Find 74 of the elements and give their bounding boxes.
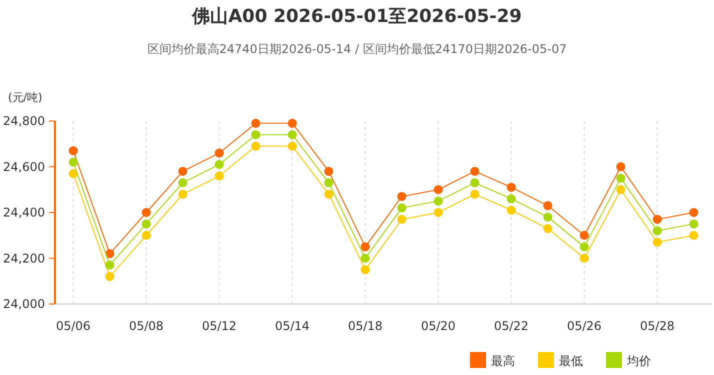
x-tick-label: 05/26 (566, 319, 602, 333)
point (434, 208, 443, 217)
x-tick-label: 05/22 (494, 319, 529, 333)
point (506, 182, 516, 192)
point (580, 230, 589, 240)
point (68, 158, 78, 167)
point (251, 142, 260, 151)
point (616, 162, 626, 172)
y-tick-label: 24,800 (3, 114, 45, 128)
point (397, 203, 406, 212)
point (616, 185, 626, 194)
x-tick-label: 05/14 (274, 319, 310, 333)
point (105, 272, 114, 282)
point (288, 118, 297, 128)
point (214, 148, 224, 158)
point (178, 178, 188, 188)
y-tick-label: 24,000 (3, 297, 45, 311)
point (689, 219, 698, 228)
point (251, 118, 260, 128)
point (543, 212, 552, 222)
point (68, 169, 78, 178)
point (506, 194, 516, 204)
point (652, 238, 662, 247)
point (470, 190, 480, 199)
point (68, 146, 78, 156)
y-axis-title: (元/吨) (8, 91, 42, 104)
point (251, 130, 260, 140)
legend-label: 最低 (559, 354, 583, 368)
point (360, 242, 370, 252)
x-tick-label: 05/08 (128, 319, 164, 333)
x-tick-label: 05/18 (348, 319, 383, 333)
point (580, 242, 589, 252)
point (397, 192, 406, 201)
point (470, 178, 480, 188)
point (142, 230, 151, 240)
point (652, 214, 662, 224)
point (288, 130, 297, 140)
point (470, 166, 480, 176)
point (214, 171, 224, 180)
point (178, 166, 188, 176)
legend-label: 最高 (491, 354, 515, 368)
point (105, 249, 114, 258)
point (288, 142, 297, 151)
point (105, 260, 114, 270)
point (616, 174, 626, 183)
point (324, 166, 334, 176)
point (689, 230, 698, 240)
point (142, 219, 151, 228)
x-tick-label: 05/28 (640, 319, 675, 333)
x-tick-label: 05/06 (56, 319, 91, 333)
legend-label: 均价 (626, 354, 651, 368)
point (142, 208, 151, 217)
point (580, 254, 589, 263)
point (360, 254, 370, 263)
y-tick-label: 24,400 (3, 206, 45, 220)
point (434, 196, 443, 206)
point (178, 190, 188, 199)
y-tick-label: 24,200 (3, 251, 45, 266)
point (543, 201, 552, 210)
chart-title: 佛山A00 2026-05-01至2026-05-29 (191, 6, 522, 27)
point (360, 265, 370, 274)
x-tick-label: 05/12 (202, 319, 237, 333)
point (324, 190, 334, 199)
point (214, 160, 224, 169)
chart-subtitle: 区间均价最高24740日期2026-05-14 / 区间均价最低24170日期2026-05-07 (147, 42, 567, 56)
point (689, 208, 698, 217)
point (434, 185, 443, 194)
point (506, 206, 516, 215)
y-tick-label: 24,600 (3, 160, 45, 174)
x-tick-label: 05/20 (420, 319, 456, 333)
point (543, 224, 552, 234)
point (652, 226, 662, 236)
point (397, 214, 406, 224)
point (324, 178, 334, 188)
